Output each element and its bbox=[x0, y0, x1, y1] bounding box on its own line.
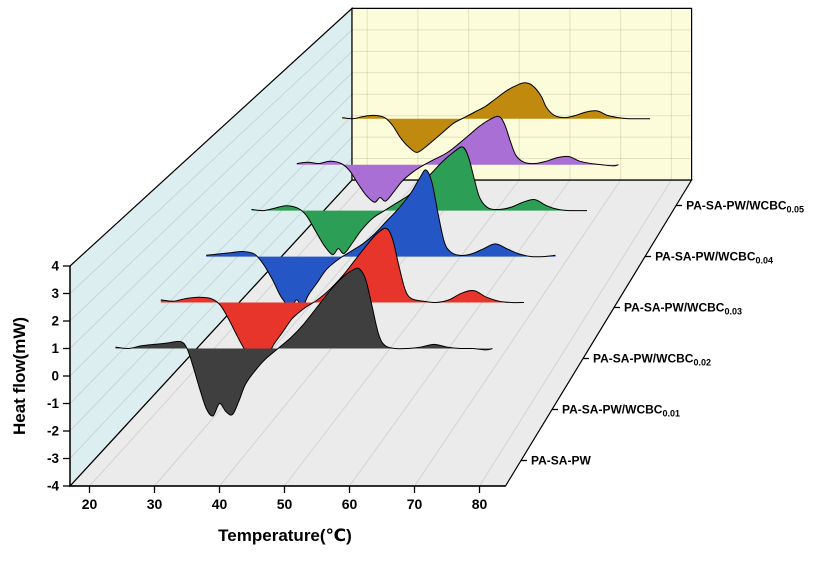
y-tick-label: -3 bbox=[47, 451, 59, 466]
series-curve-1 bbox=[160, 227, 525, 362]
leftwall-gridline bbox=[69, 72, 353, 349]
leftwall-gridline bbox=[69, 8, 353, 267]
series-label-4: PA-SA-PW/WCBC0.04 bbox=[655, 250, 773, 266]
floor-gridline bbox=[349, 179, 571, 487]
y-tick-label: 1 bbox=[51, 341, 59, 356]
series-label-3: PA-SA-PW/WCBC0.03 bbox=[624, 301, 742, 317]
series-label-5: PA-SA-PW/WCBC0.05 bbox=[686, 199, 804, 215]
y-tick-label: -2 bbox=[47, 424, 59, 439]
y-axis-title: Heat flow(mW) bbox=[10, 317, 29, 435]
y-tick-label: 2 bbox=[51, 314, 59, 329]
leftwall-gridline bbox=[69, 50, 353, 322]
x-tick-label: 50 bbox=[277, 496, 293, 512]
chart-series bbox=[115, 82, 650, 417]
x-tick-label: 30 bbox=[147, 496, 163, 512]
series-curve-2 bbox=[206, 169, 556, 309]
leftwall-gridline bbox=[69, 158, 353, 459]
leftwall-gridline bbox=[69, 93, 353, 377]
y-tick-label: -1 bbox=[47, 396, 59, 411]
leftwall-gridline bbox=[69, 29, 353, 294]
x-tick-label: 70 bbox=[407, 496, 423, 512]
series-curve-4 bbox=[296, 115, 619, 203]
series-curve-0 bbox=[115, 267, 493, 417]
floor-gridline bbox=[154, 179, 419, 487]
series-area-0 bbox=[115, 268, 493, 417]
x-tick-label: 40 bbox=[212, 496, 228, 512]
floor-gridline bbox=[479, 179, 672, 487]
y-tick-label: 4 bbox=[51, 259, 59, 274]
x-tick-label: 80 bbox=[472, 496, 488, 512]
y-tick-label: 0 bbox=[51, 369, 59, 384]
chart-axes: -4 -3 -2 -1 0 1 2 3 4 20 30 40 50 60 70 80 bbox=[47, 259, 506, 512]
floor-gridline bbox=[414, 179, 622, 487]
x-axis-title: Temperature(℃) bbox=[218, 526, 352, 545]
floor-gridline bbox=[284, 179, 520, 487]
series-labels: PA-SA-PW PA-SA-PW/WCBC0.01 PA-SA-PW/WCBC0.… bbox=[521, 199, 804, 468]
y-tick-label: 3 bbox=[51, 286, 59, 301]
series-label-2: PA-SA-PW/WCBC0.02 bbox=[593, 352, 711, 368]
series-label-1: PA-SA-PW/WCBC0.01 bbox=[562, 403, 680, 419]
series-label-0: PA-SA-PW bbox=[531, 454, 591, 468]
series-curve-5 bbox=[342, 82, 650, 153]
y-tick-label: -4 bbox=[47, 479, 59, 494]
x-tick-label: 20 bbox=[82, 496, 98, 512]
x-tick-label: 60 bbox=[342, 496, 358, 512]
leftwall-gridline bbox=[69, 136, 353, 432]
leftwall-gridline bbox=[69, 179, 353, 487]
